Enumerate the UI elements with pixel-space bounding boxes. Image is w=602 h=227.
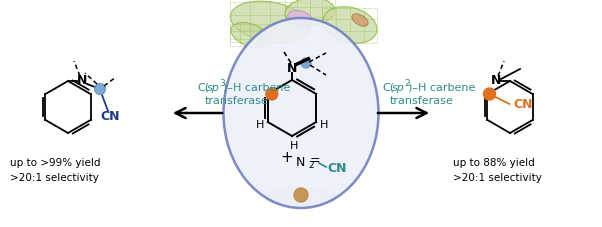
- Circle shape: [265, 88, 278, 100]
- Ellipse shape: [285, 0, 335, 26]
- Text: N: N: [296, 156, 305, 170]
- Ellipse shape: [352, 14, 368, 26]
- Text: H: H: [290, 141, 298, 151]
- Text: CN: CN: [514, 98, 533, 111]
- Circle shape: [301, 58, 311, 68]
- Text: transferase: transferase: [205, 96, 268, 106]
- Text: +: +: [281, 151, 293, 165]
- Text: N: N: [491, 74, 501, 87]
- Text: >20:1 selectivity: >20:1 selectivity: [453, 173, 542, 183]
- Text: )–H carbene: )–H carbene: [408, 83, 476, 93]
- Text: =: =: [309, 155, 320, 168]
- Text: sp: sp: [207, 83, 220, 93]
- Text: 3: 3: [219, 79, 225, 89]
- Text: N: N: [77, 74, 87, 87]
- Ellipse shape: [288, 10, 312, 25]
- Text: H: H: [320, 120, 329, 130]
- Text: )–H carbene: )–H carbene: [223, 83, 290, 93]
- Text: CN: CN: [101, 111, 120, 123]
- Text: transferase: transferase: [390, 96, 454, 106]
- Text: 2: 2: [404, 79, 409, 89]
- Circle shape: [95, 84, 105, 94]
- Circle shape: [483, 88, 495, 100]
- Ellipse shape: [231, 1, 309, 43]
- Text: C(: C(: [382, 83, 394, 93]
- Text: H: H: [256, 120, 264, 130]
- Text: up to 88% yield: up to 88% yield: [453, 158, 535, 168]
- Text: 2: 2: [308, 161, 314, 170]
- Text: N: N: [287, 62, 297, 74]
- Ellipse shape: [323, 7, 377, 43]
- Ellipse shape: [223, 18, 379, 208]
- Text: sp: sp: [392, 83, 405, 93]
- Text: CN: CN: [327, 161, 347, 175]
- Text: C(: C(: [197, 83, 209, 93]
- Ellipse shape: [231, 23, 269, 47]
- Text: up to >99% yield: up to >99% yield: [10, 158, 101, 168]
- Text: >20:1 selectivity: >20:1 selectivity: [10, 173, 99, 183]
- Ellipse shape: [266, 188, 336, 206]
- Circle shape: [294, 188, 308, 202]
